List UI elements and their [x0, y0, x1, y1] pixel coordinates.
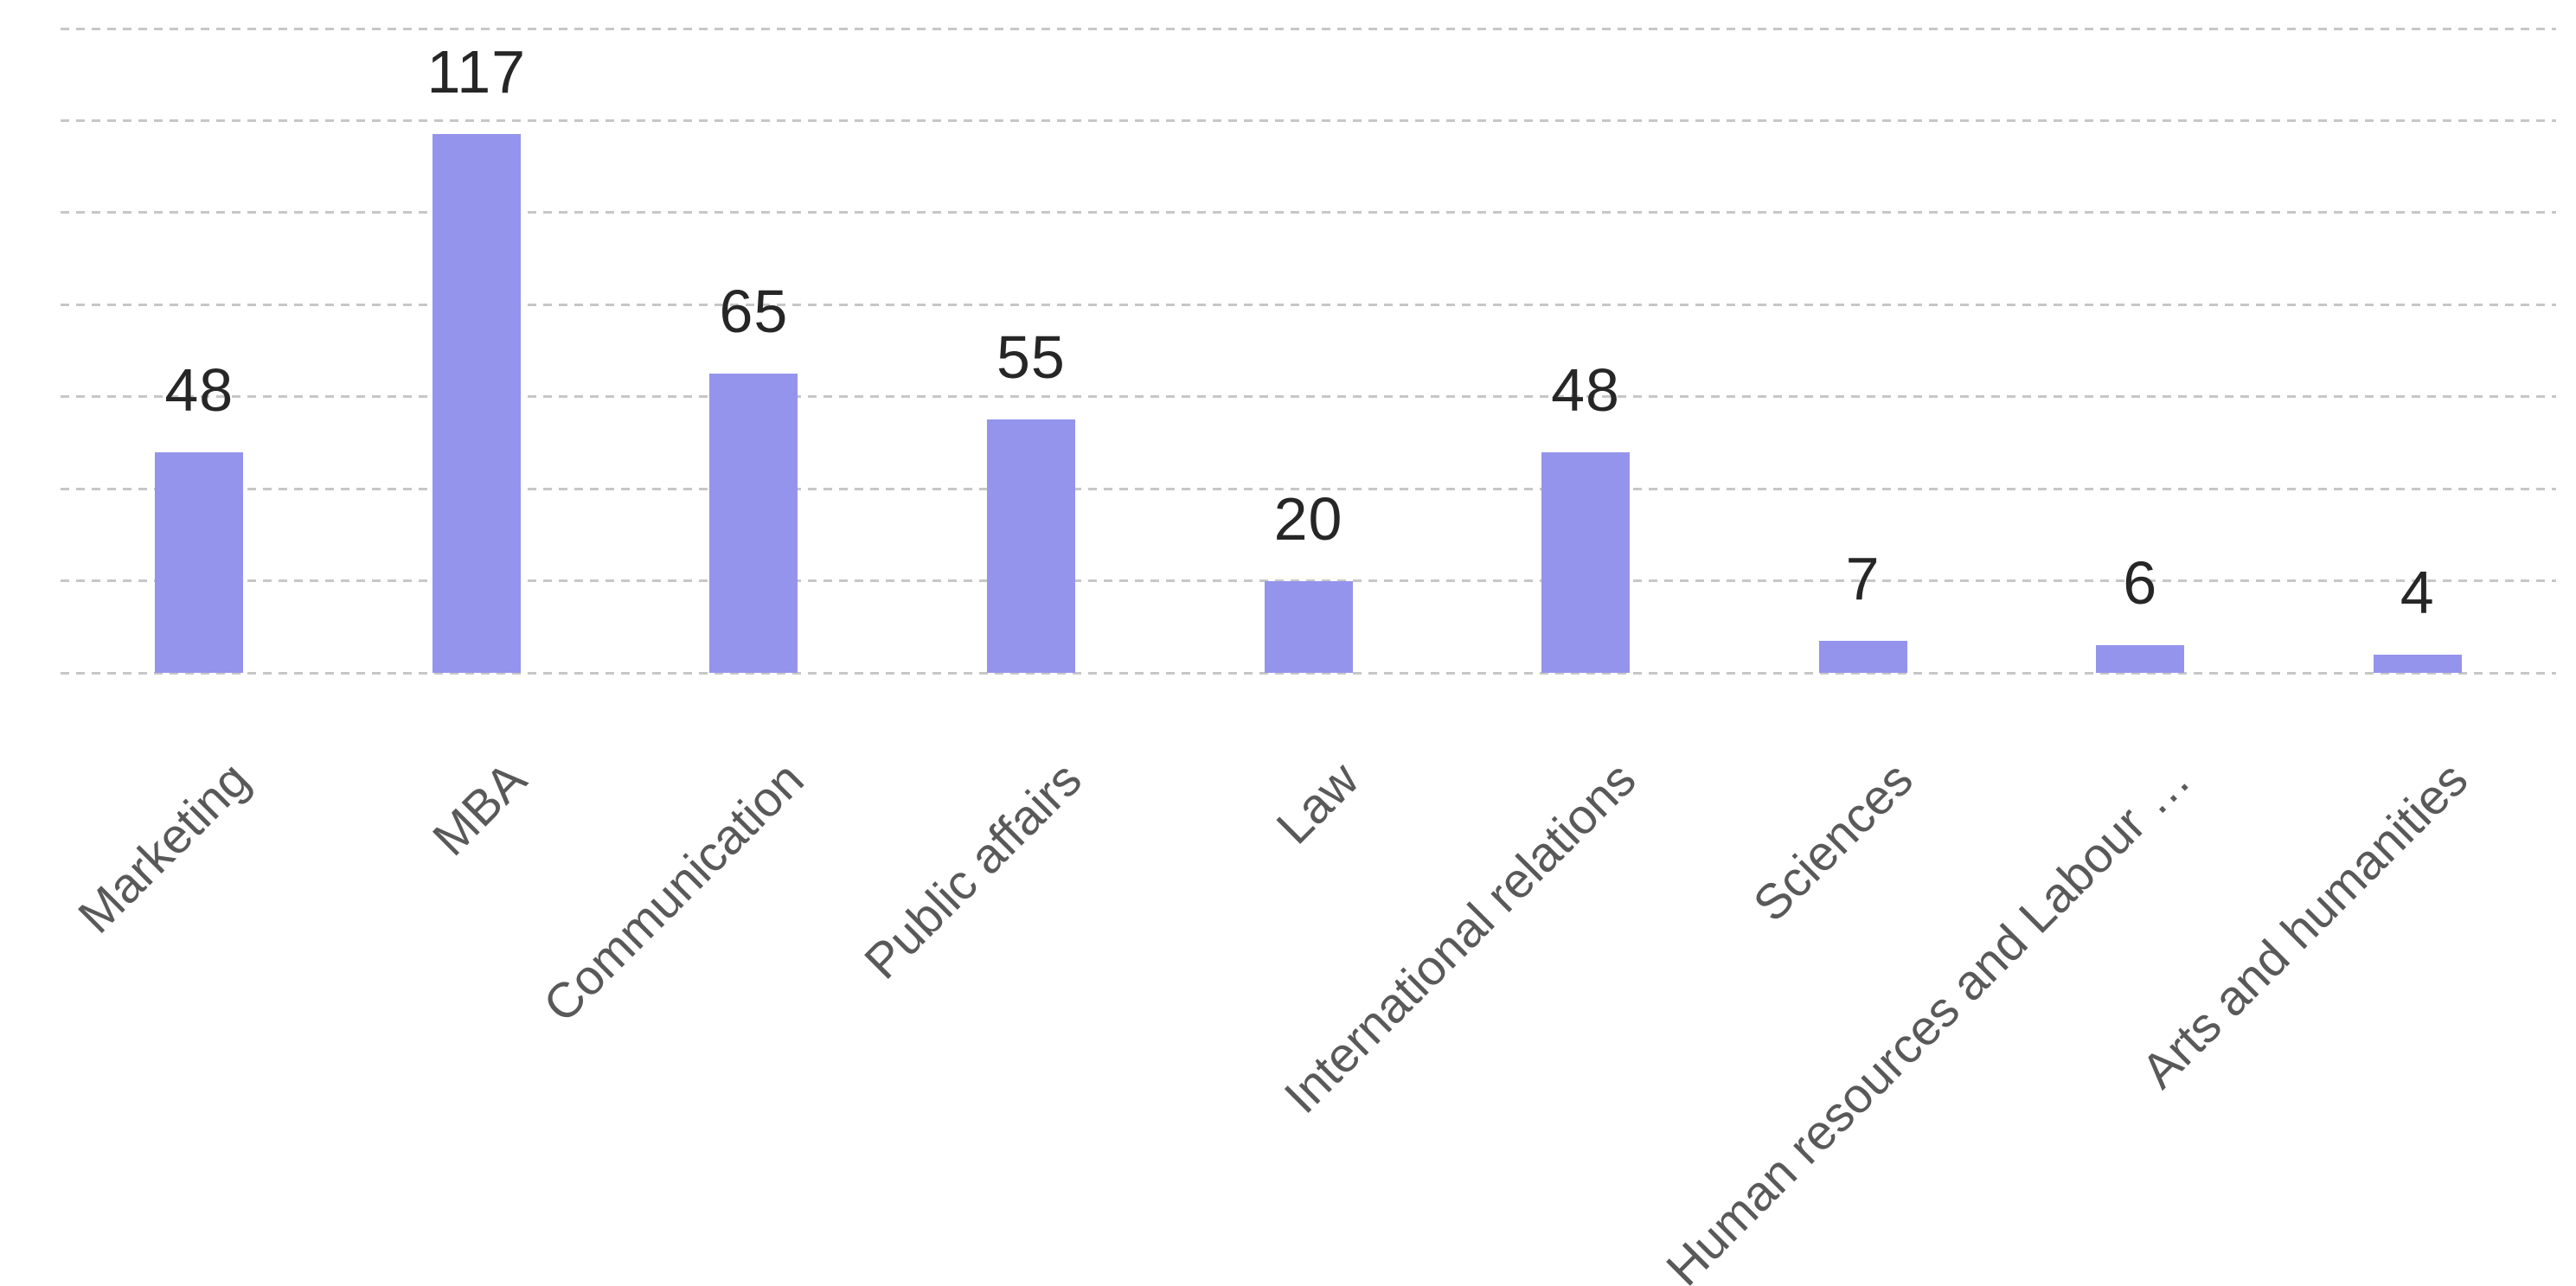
category-label: Sciences: [1743, 752, 1925, 932]
bar: [709, 374, 798, 673]
gridline: [61, 671, 2556, 675]
gridline: [61, 211, 2556, 214]
bar: [155, 451, 244, 673]
value-label: 20: [1273, 484, 1343, 553]
category-label: Communication: [533, 752, 815, 1033]
category-label: Public affairs: [854, 752, 1093, 990]
bar: [1541, 451, 1631, 673]
bar: [2373, 654, 2462, 673]
bar: [432, 134, 521, 673]
bar: [986, 419, 1075, 673]
category-label: MBA: [422, 752, 538, 867]
value-label: 6: [2123, 549, 2158, 617]
value-label: 48: [1551, 355, 1620, 424]
bar: [1818, 640, 1907, 673]
value-label: 65: [719, 278, 789, 346]
bar: [2096, 645, 2185, 673]
value-label: 48: [164, 355, 234, 424]
gridline: [61, 118, 2556, 122]
category-label: Marketing: [67, 752, 260, 944]
gridline: [61, 27, 2556, 30]
category-label: Human resources and Labour …: [1656, 752, 2201, 1286]
gridline: [61, 487, 2556, 490]
gridline: [61, 303, 2556, 306]
gridline: [61, 395, 2556, 399]
category-label: Law: [1266, 752, 1369, 855]
value-label: 4: [2400, 558, 2435, 626]
bar: [1264, 580, 1353, 673]
value-label: 55: [996, 323, 1066, 392]
value-label: 117: [426, 38, 527, 106]
value-label: 7: [1845, 544, 1881, 612]
